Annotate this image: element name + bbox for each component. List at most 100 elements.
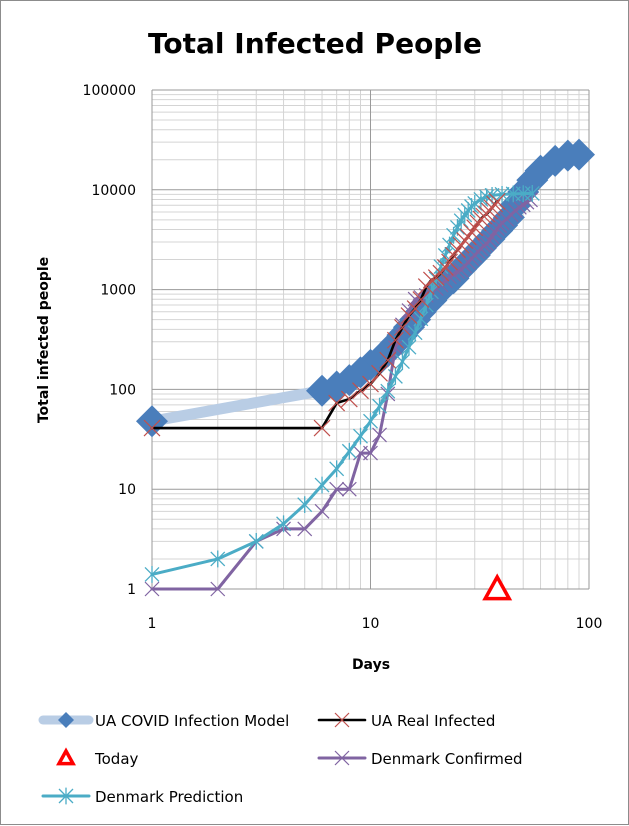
ua-covid-infection-model-legend-marker — [58, 712, 74, 728]
ua-real-infected-point — [394, 318, 411, 336]
denmark-confirmed-point — [523, 192, 538, 208]
y-tick-label: 1000 — [100, 283, 136, 299]
y-axis-title: Total infected people — [36, 257, 52, 423]
denmark-confirmed-point — [210, 581, 226, 597]
x-axis-title: Days — [352, 657, 390, 673]
denmark-confirmed-point — [297, 521, 313, 537]
ua-real-infected-point — [328, 394, 346, 412]
denmark-confirmed-point — [511, 199, 527, 215]
denmark-prediction-point — [380, 382, 396, 400]
y-tick-label: 100000 — [83, 83, 136, 99]
denmark-confirmed-point — [401, 303, 417, 318]
denmark-prediction-legend-marker — [58, 787, 74, 805]
denmark-prediction-point — [524, 185, 540, 202]
denmark-prediction-point — [363, 412, 378, 430]
ua-real-infected-point — [352, 382, 369, 400]
denmark-confirmed-point — [494, 215, 510, 231]
denmark-prediction-point — [210, 550, 226, 568]
denmark-prediction-point — [144, 566, 160, 583]
legend-item-denmark-confirmed: Denmark Confirmed — [317, 750, 523, 768]
denmark-prediction-point — [446, 226, 462, 244]
denmark-confirmed-point — [481, 233, 497, 248]
denmark-prediction-point — [473, 191, 489, 208]
denmark-prediction-point — [401, 338, 417, 356]
ua-real-infected-point — [436, 259, 454, 276]
y-tick-label: 10000 — [91, 183, 136, 199]
denmark-confirmed-point — [446, 266, 462, 282]
series-ua-real-infected — [143, 193, 506, 437]
denmark-prediction-point — [248, 532, 264, 550]
denmark-confirmed-point — [487, 224, 503, 240]
denmark-confirmed-legend-marker — [334, 750, 350, 766]
legend: UA COVID Infection Model UA Real Infected… — [38, 712, 523, 806]
y-tick-label: 1 — [127, 582, 136, 598]
ua-real-infected-point — [362, 375, 379, 393]
denmark-confirmed-point — [484, 229, 500, 245]
legend-label-today: Today — [94, 750, 139, 768]
ua-real-infected-point — [313, 419, 331, 437]
series-layer — [136, 138, 596, 601]
ua-real-infected-point — [488, 193, 506, 210]
denmark-prediction-point — [276, 515, 292, 533]
chart-title: Total Infected People — [148, 27, 482, 60]
ua-real-infected-point — [463, 223, 480, 241]
x-tick-label: 100 — [576, 616, 603, 632]
x-tick-label: 10 — [362, 616, 380, 632]
tick-labels: 1 10 100 1000 10000 100000 1 10 100 — [83, 83, 603, 632]
legend-item-ua-covid-infection-model: UA COVID Infection Model — [38, 712, 289, 730]
denmark-confirmed-point — [519, 194, 535, 210]
denmark-confirmed-point — [144, 581, 160, 597]
denmark-confirmed-point — [329, 481, 345, 497]
legend-label-ua-real-infected: UA Real Infected — [371, 712, 495, 730]
denmark-confirmed-point — [314, 503, 330, 519]
series-today — [482, 573, 513, 601]
denmark-confirmed-point — [450, 264, 465, 280]
ua-real-infected-legend-marker — [334, 712, 350, 728]
ua-real-infected-point — [406, 300, 424, 318]
ua-real-infected-point — [386, 331, 404, 349]
denmark-prediction-point — [494, 185, 510, 203]
ua-real-infected-point — [143, 419, 161, 437]
y-tick-label: 100 — [109, 382, 136, 398]
ua-real-infected-point — [417, 278, 435, 296]
ua-real-infected-point — [466, 219, 484, 237]
denmark-confirmed-point — [372, 427, 387, 443]
denmark-prediction-point — [387, 367, 403, 385]
legend-label-denmark-confirmed: Denmark Confirmed — [371, 750, 523, 768]
denmark-prediction-point — [407, 324, 423, 342]
ua-real-infected-point — [400, 307, 418, 325]
legend-item-today: Today — [56, 747, 139, 768]
ua-real-infected-point — [452, 236, 470, 254]
ua-real-infected-point — [412, 291, 430, 309]
ua-real-infected-point — [371, 364, 388, 382]
denmark-confirmed-point — [341, 481, 357, 497]
denmark-confirmed-point — [363, 445, 378, 461]
x-tick-label: 1 — [148, 616, 157, 632]
ua-real-infected-point — [422, 271, 440, 289]
legend-label-ua-covid-infection-model: UA COVID Infection Model — [95, 712, 289, 730]
denmark-prediction-point — [372, 397, 388, 415]
plot-grid — [151, 89, 590, 590]
ua-real-infected-point — [379, 351, 397, 369]
ua-covid-infection-model-point — [563, 138, 596, 171]
ua-real-infected-point — [483, 199, 501, 217]
ua-real-infected-point — [445, 246, 463, 264]
denmark-prediction-point — [297, 496, 313, 514]
today-legend-marker — [56, 747, 76, 766]
today-point — [482, 573, 513, 601]
ua-real-infected-point — [459, 228, 477, 246]
ua-real-infected-point — [340, 390, 358, 408]
denmark-prediction-point — [457, 206, 473, 224]
denmark-prediction-point — [394, 353, 410, 370]
legend-item-ua-real-infected: UA Real Infected — [317, 712, 495, 730]
legend-item-denmark-prediction: Denmark Prediction — [41, 787, 243, 806]
legend-label-denmark-prediction: Denmark Prediction — [95, 788, 243, 806]
denmark-confirmed-point — [442, 269, 457, 285]
y-tick-label: 10 — [118, 482, 136, 498]
denmark-prediction-point — [329, 460, 345, 478]
denmark-prediction-point — [341, 442, 357, 460]
denmark-prediction-point — [314, 476, 330, 494]
denmark-prediction-point — [353, 427, 368, 445]
